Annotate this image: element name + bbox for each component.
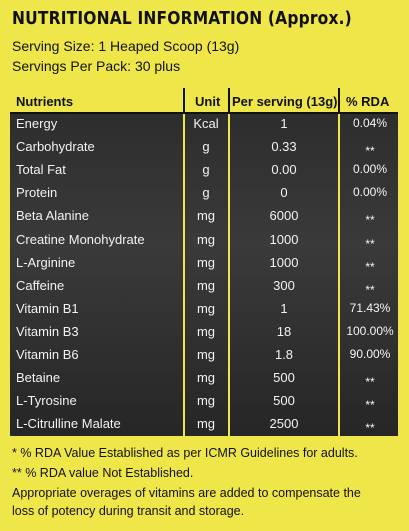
unit: mg	[196, 347, 216, 362]
per-serving: 0.00	[271, 162, 297, 178]
serving-size: Serving Size: 1 Heaped Scoop (13g)	[12, 38, 240, 54]
rda: **	[365, 421, 375, 436]
rda: **	[365, 213, 375, 228]
header-divider	[338, 88, 340, 112]
header-divider	[228, 88, 230, 112]
column-header: Nutrients	[16, 94, 74, 109]
nutrient-name: Vitamin B1	[16, 300, 79, 316]
footnote: Appropriate overages of vitamins are add…	[12, 486, 361, 500]
unit: mg	[196, 300, 216, 316]
nutrient-name: Total Fat	[16, 162, 66, 178]
rda: **	[365, 236, 375, 251]
unit: mg	[196, 254, 216, 270]
footnote: loss of potency during transit and stora…	[12, 504, 245, 518]
column-divider	[183, 114, 185, 436]
rda: 71.43%	[349, 300, 391, 315]
servings-per-pack: Servings Per Pack: 30 plus	[12, 58, 181, 74]
rda: **	[365, 144, 375, 159]
nutrient-name: Protein	[16, 185, 58, 201]
unit: mg	[196, 370, 216, 386]
column-divider	[338, 114, 340, 436]
rda: **	[365, 259, 375, 274]
unit: g	[202, 162, 210, 178]
unit: mg	[196, 208, 216, 224]
per-serving: 1.8	[274, 347, 294, 362]
per-serving: 1	[280, 116, 288, 131]
per-serving: 18	[276, 323, 292, 339]
footnote: * % RDA Value Established as per ICMR Gu…	[12, 446, 358, 460]
nutrition-table: Nutrients Unit Per serving (13g) % RDA Ener…	[8, 86, 400, 438]
nutrient-name: L-Citrulline Malate	[16, 416, 121, 432]
nutrient-name: Creatine Monohydrate	[16, 231, 145, 247]
nutrient-name: Energy	[16, 116, 58, 131]
unit: mg	[196, 323, 216, 339]
table-header: Nutrients Unit Per serving (13g) % RDA	[10, 88, 398, 114]
rda: 100.00%	[346, 323, 394, 338]
per-serving: 1000	[269, 254, 299, 270]
per-serving: 300	[273, 277, 295, 293]
per-serving: 0.33	[271, 139, 297, 155]
unit: mg	[196, 277, 216, 293]
nutrient-name: Betaine	[16, 370, 61, 386]
rda: **	[365, 282, 375, 297]
unit: mg	[196, 393, 216, 409]
column-divider	[228, 114, 230, 436]
rda: **	[365, 375, 375, 390]
rda: 90.00%	[349, 347, 391, 361]
column-header: % RDA	[346, 94, 390, 109]
rda: **	[365, 398, 375, 413]
column-header: Unit	[195, 94, 221, 109]
unit: g	[202, 139, 210, 155]
header-divider	[183, 88, 185, 112]
per-serving: 0	[280, 185, 288, 201]
rda: 0.00%	[352, 185, 388, 200]
per-serving: 1	[280, 300, 288, 316]
per-serving: 500	[273, 370, 295, 386]
nutrient-name: Caffeine	[16, 277, 65, 293]
rda: 0.00%	[352, 162, 388, 177]
per-serving: 2500	[269, 416, 299, 432]
title: NUTRITIONAL INFORMATION (Approx.)	[12, 8, 352, 29]
unit: Kcal	[193, 116, 219, 131]
per-serving: 1000	[269, 231, 299, 247]
nutrient-name: Vitamin B3	[16, 323, 79, 339]
per-serving: 6000	[269, 208, 299, 224]
column-header: Per serving (13g)	[232, 94, 338, 109]
nutrient-name: Vitamin B6	[16, 347, 79, 362]
nutrient-name: Carbohydrate	[16, 139, 95, 155]
nutrient-name: L-Arginine	[16, 254, 76, 270]
footnote: ** % RDA value Not Established.	[12, 466, 194, 480]
rda: 0.04%	[352, 116, 388, 130]
nutrient-name: Beta Alanine	[16, 208, 90, 224]
unit: g	[202, 185, 210, 201]
unit: mg	[196, 416, 216, 432]
unit: mg	[196, 231, 216, 247]
nutrient-name: L-Tyrosine	[16, 393, 77, 409]
per-serving: 500	[273, 393, 295, 409]
